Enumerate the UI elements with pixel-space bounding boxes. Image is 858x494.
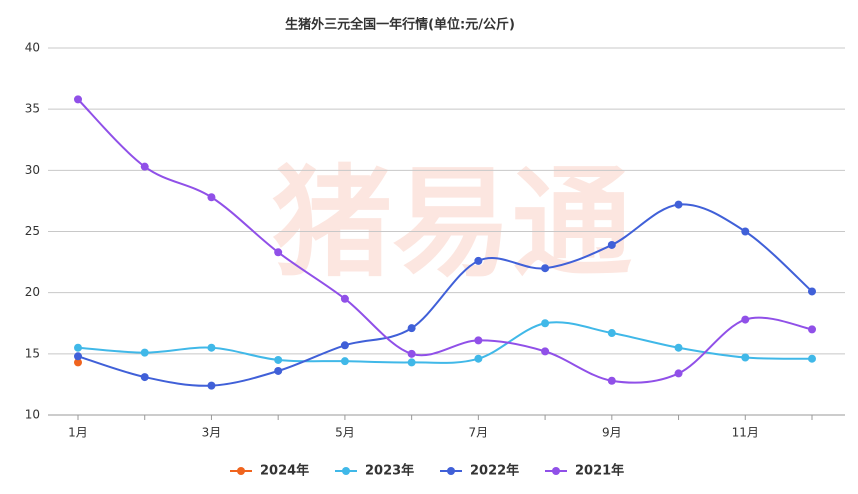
point — [140, 162, 149, 171]
point — [607, 329, 616, 338]
point — [207, 193, 216, 202]
legend-marker — [447, 467, 455, 475]
point — [808, 354, 816, 363]
point — [340, 294, 349, 303]
point — [674, 343, 683, 352]
x-tick-label: 7月 — [469, 426, 489, 440]
point — [207, 381, 216, 390]
y-tick-label: 10 — [25, 408, 40, 422]
point — [674, 369, 683, 378]
chart-title: 生猪外三元全国一年行情(单位:元/公斤) — [285, 17, 515, 33]
point — [340, 357, 349, 366]
point — [741, 315, 750, 324]
point — [140, 373, 149, 382]
series-line — [77, 98, 813, 384]
point — [674, 200, 683, 209]
point — [474, 256, 483, 265]
point — [808, 287, 816, 296]
watermark: 猪易通 — [272, 155, 632, 294]
point — [407, 349, 416, 358]
x-tick-label: 9月 — [602, 426, 622, 440]
y-tick-label: 15 — [25, 346, 40, 360]
x-tick-label: 3月 — [202, 426, 222, 440]
point — [541, 319, 550, 328]
point — [741, 227, 750, 236]
y-tick-label: 35 — [25, 102, 40, 116]
point — [808, 325, 816, 334]
legend-label: 2021年 — [575, 463, 624, 479]
point — [474, 354, 483, 363]
legend-marker — [342, 467, 350, 475]
point — [274, 355, 283, 364]
y-tick-label: 40 — [25, 41, 40, 55]
y-tick-label: 20 — [25, 285, 40, 299]
series-line — [77, 321, 813, 364]
x-tick-label: 5月 — [335, 426, 355, 440]
point — [74, 358, 82, 367]
point — [74, 95, 82, 104]
legend-label: 2022年 — [470, 463, 519, 479]
point — [541, 264, 550, 273]
legend-marker — [237, 467, 245, 475]
point — [274, 248, 283, 257]
legend-label: 2023年 — [365, 463, 414, 479]
point — [74, 343, 82, 352]
point — [274, 366, 283, 375]
point — [541, 347, 550, 356]
y-tick-label: 25 — [25, 224, 40, 238]
point — [74, 352, 82, 361]
point — [607, 240, 616, 249]
point — [407, 358, 416, 367]
x-tick-label: 1月 — [68, 426, 88, 440]
point — [140, 348, 149, 357]
point — [607, 376, 616, 385]
y-tick-label: 30 — [25, 163, 40, 177]
x-tick-label: 11月 — [732, 426, 759, 440]
point — [340, 341, 349, 350]
point — [207, 343, 216, 352]
point — [407, 324, 416, 333]
point — [741, 353, 750, 362]
point — [474, 336, 483, 345]
legend-marker — [552, 467, 560, 475]
legend-label: 2024年 — [260, 463, 309, 479]
